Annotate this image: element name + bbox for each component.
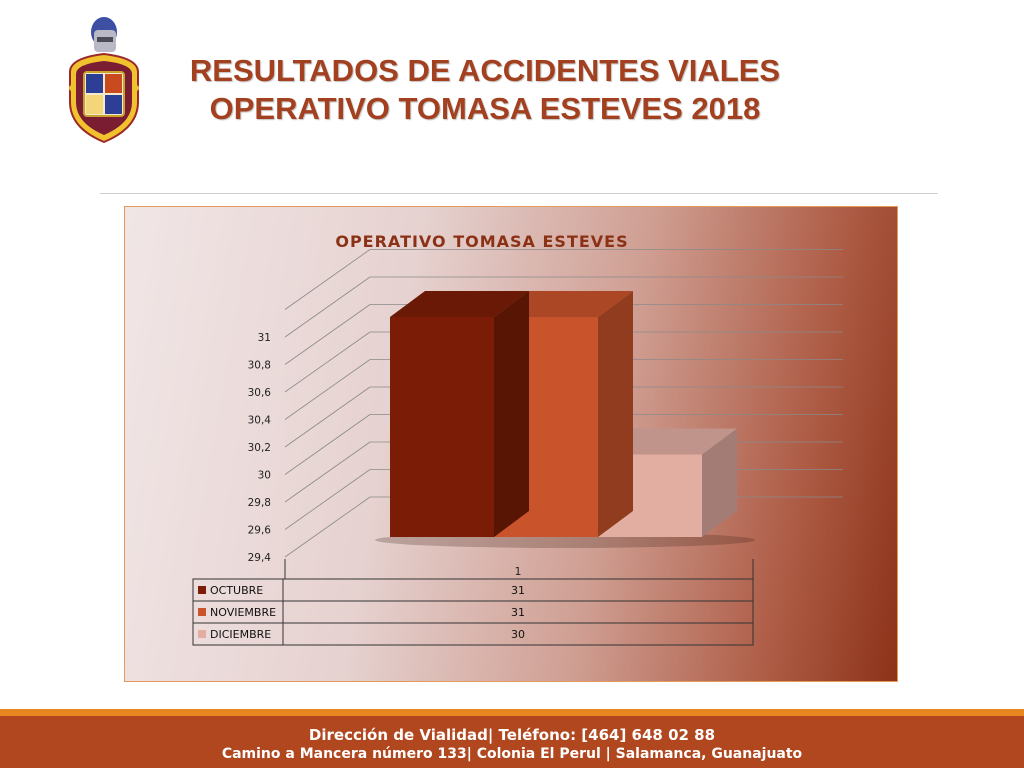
y-tick-label: 30,2 (248, 442, 271, 454)
footer-accent-line (0, 709, 1024, 716)
gridline-side (284, 249, 371, 310)
bar-chart-3d: OPERATIVO TOMASA ESTEVES 29,4 29,6 29,8 30 30… (192, 232, 843, 646)
gridline-side (284, 496, 371, 558)
series-name-diciembre: DICIEMBRE (210, 628, 271, 641)
gridline-side (284, 414, 371, 475)
gridline-side (284, 276, 371, 338)
footer: Dirección de Vialidad| Teléfono: [464] 6… (0, 716, 1024, 768)
y-tick-label: 29,4 (248, 552, 272, 564)
gridline-side (284, 331, 371, 393)
gridline-side (284, 469, 371, 530)
legend-key-octubre (198, 586, 206, 594)
category-label: 1 (515, 565, 522, 578)
bar-side-diciembre (702, 428, 737, 537)
university-coat-of-arms-logo (58, 10, 144, 146)
legend-key-noviembre (198, 608, 206, 616)
gridline-side (284, 304, 371, 365)
bar-octubre (390, 317, 494, 537)
slide-title: RESULTADOS DE ACCIDENTES VIALES OPERATIV… (140, 52, 830, 128)
gridline-side (284, 359, 371, 420)
footer-address-line: Camino a Mancera número 133| Colonia El … (221, 746, 803, 762)
bar-top-octubre (390, 291, 529, 317)
series-name-octubre: OCTUBRE (210, 584, 263, 597)
slide-title-line1: RESULTADOS DE ACCIDENTES VIALES (189, 53, 781, 88)
y-tick-label: 29,6 (248, 525, 272, 537)
bar-side-octubre (494, 291, 529, 537)
chart-title: OPERATIVO TOMASA ESTEVES (335, 232, 628, 251)
slide-title-line2: OPERATIVO TOMASA ESTEVES 2018 (209, 91, 761, 126)
gridline-side (284, 441, 371, 503)
y-tick-label: 29,8 (248, 497, 271, 509)
chart-area: OPERATIVO TOMASA ESTEVES 29,4 29,6 29,8 30 30… (124, 206, 898, 682)
data-label-noviembre: 31 (511, 606, 525, 619)
legend-key-diciembre (198, 630, 206, 638)
coat-of-arms-icon (69, 17, 139, 144)
data-label-diciembre: 30 (511, 628, 525, 641)
data-table (192, 578, 754, 646)
bar-side-noviembre (598, 291, 633, 537)
y-tick-label: 30,8 (248, 360, 271, 372)
title-divider (100, 193, 938, 194)
y-tick-label: 30,6 (248, 387, 272, 399)
series-name-noviembre: NOVIEMBRE (210, 606, 276, 619)
footer-contact-line: Dirección de Vialidad| Teléfono: [464] 6… (308, 726, 716, 744)
data-label-octubre: 31 (511, 584, 525, 597)
y-tick-label: 31 (258, 332, 271, 344)
y-tick-label: 30,4 (248, 415, 272, 427)
gridline-side (284, 386, 371, 448)
y-tick-label: 30 (258, 470, 271, 482)
